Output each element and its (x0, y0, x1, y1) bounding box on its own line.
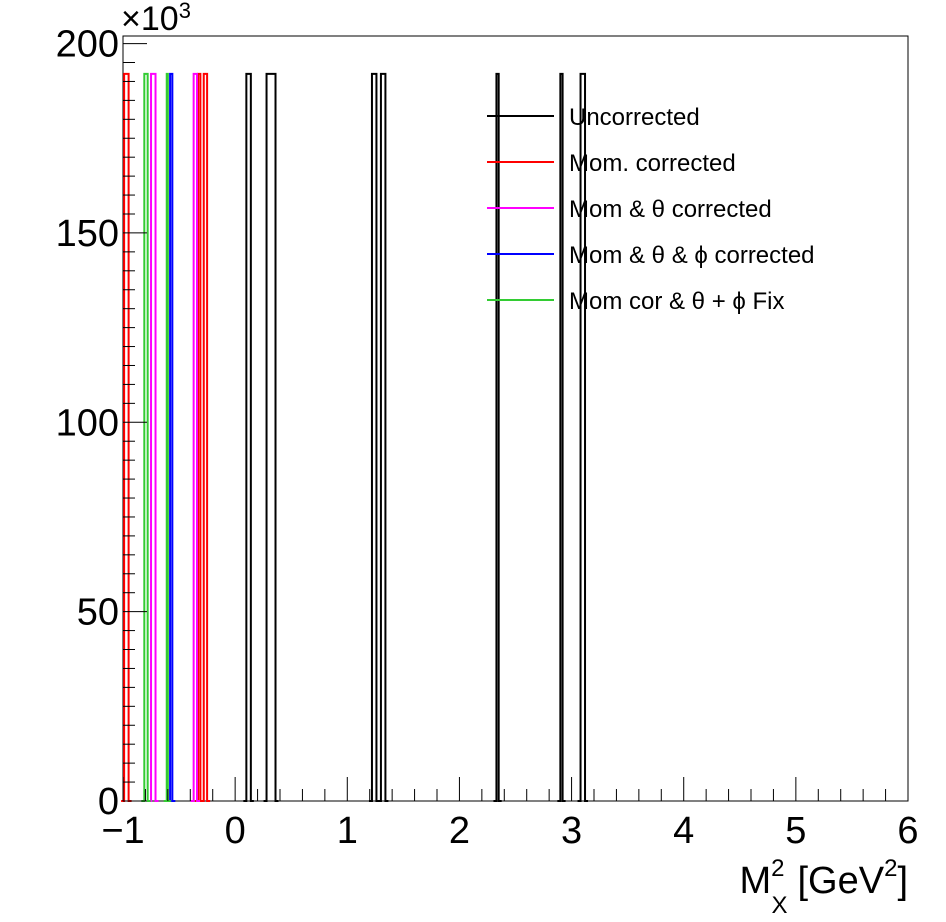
legend-label-2: Mom & θ corrected (569, 196, 772, 223)
x-tick-label: 5 (785, 810, 806, 852)
y-tick-label: 150 (56, 213, 119, 255)
y-multiplier-exponent: 3 (179, 0, 191, 23)
legend-label-0: Uncorrected (569, 104, 700, 131)
x-tick-label: 4 (673, 810, 694, 852)
x-tick-label: 0 (225, 810, 246, 852)
spike-series-0-5 (557, 72, 566, 802)
histogram-bars (121, 72, 589, 802)
legend: Uncorrected Mom. corrected Mom & θ correct… (487, 104, 815, 315)
y-multiplier-base: ×10 (121, 0, 179, 38)
x-tick-label: −1 (101, 810, 144, 852)
y-axis: 0 50 100 150 200 (56, 24, 147, 823)
spike-series-0-3 (377, 72, 389, 802)
spike-series-2-1 (190, 72, 201, 802)
x-axis-title-unit-open: [GeV (797, 860, 884, 902)
spike-series-0-4 (493, 72, 502, 802)
x-axis-title-main: M (739, 860, 771, 902)
legend-label-3: Mom & θ & ϕ corrected (569, 242, 815, 269)
x-axis-title: M2 X[GeV2] (739, 855, 908, 919)
x-tick-label: 1 (337, 810, 358, 852)
plot-frame (122, 35, 909, 802)
spike-series-4-0 (141, 72, 151, 802)
spike-series-0-2 (368, 72, 380, 802)
y-tick-label: 50 (77, 592, 119, 634)
spike-series-0-1 (263, 72, 279, 802)
spike-series-2-0 (148, 72, 159, 802)
legend-label-4: Mom cor & θ + ϕ Fix (569, 288, 784, 315)
x-tick-label: 6 (897, 810, 918, 852)
x-tick-label: 3 (561, 810, 582, 852)
x-axis: −1 0 1 2 3 4 5 6 (101, 777, 919, 852)
spike-series-0-6 (577, 72, 589, 802)
y-tick-label: 0 (98, 781, 119, 823)
y-tick-label: 100 (56, 402, 119, 444)
spike-series-0-0 (243, 72, 254, 802)
x-axis-title-unit-close: ] (897, 860, 908, 902)
x-axis-title-sub: X (771, 892, 787, 919)
y-multiplier-label: ×103 (121, 0, 191, 38)
x-axis-title-unit-sup: 2 (884, 855, 897, 882)
spike-series-1-2 (200, 72, 211, 802)
y-tick-label: 200 (56, 24, 119, 66)
x-axis-title-sup: 2 (771, 855, 784, 882)
x-tick-label: 2 (449, 810, 470, 852)
legend-label-1: Mom. corrected (569, 150, 736, 177)
